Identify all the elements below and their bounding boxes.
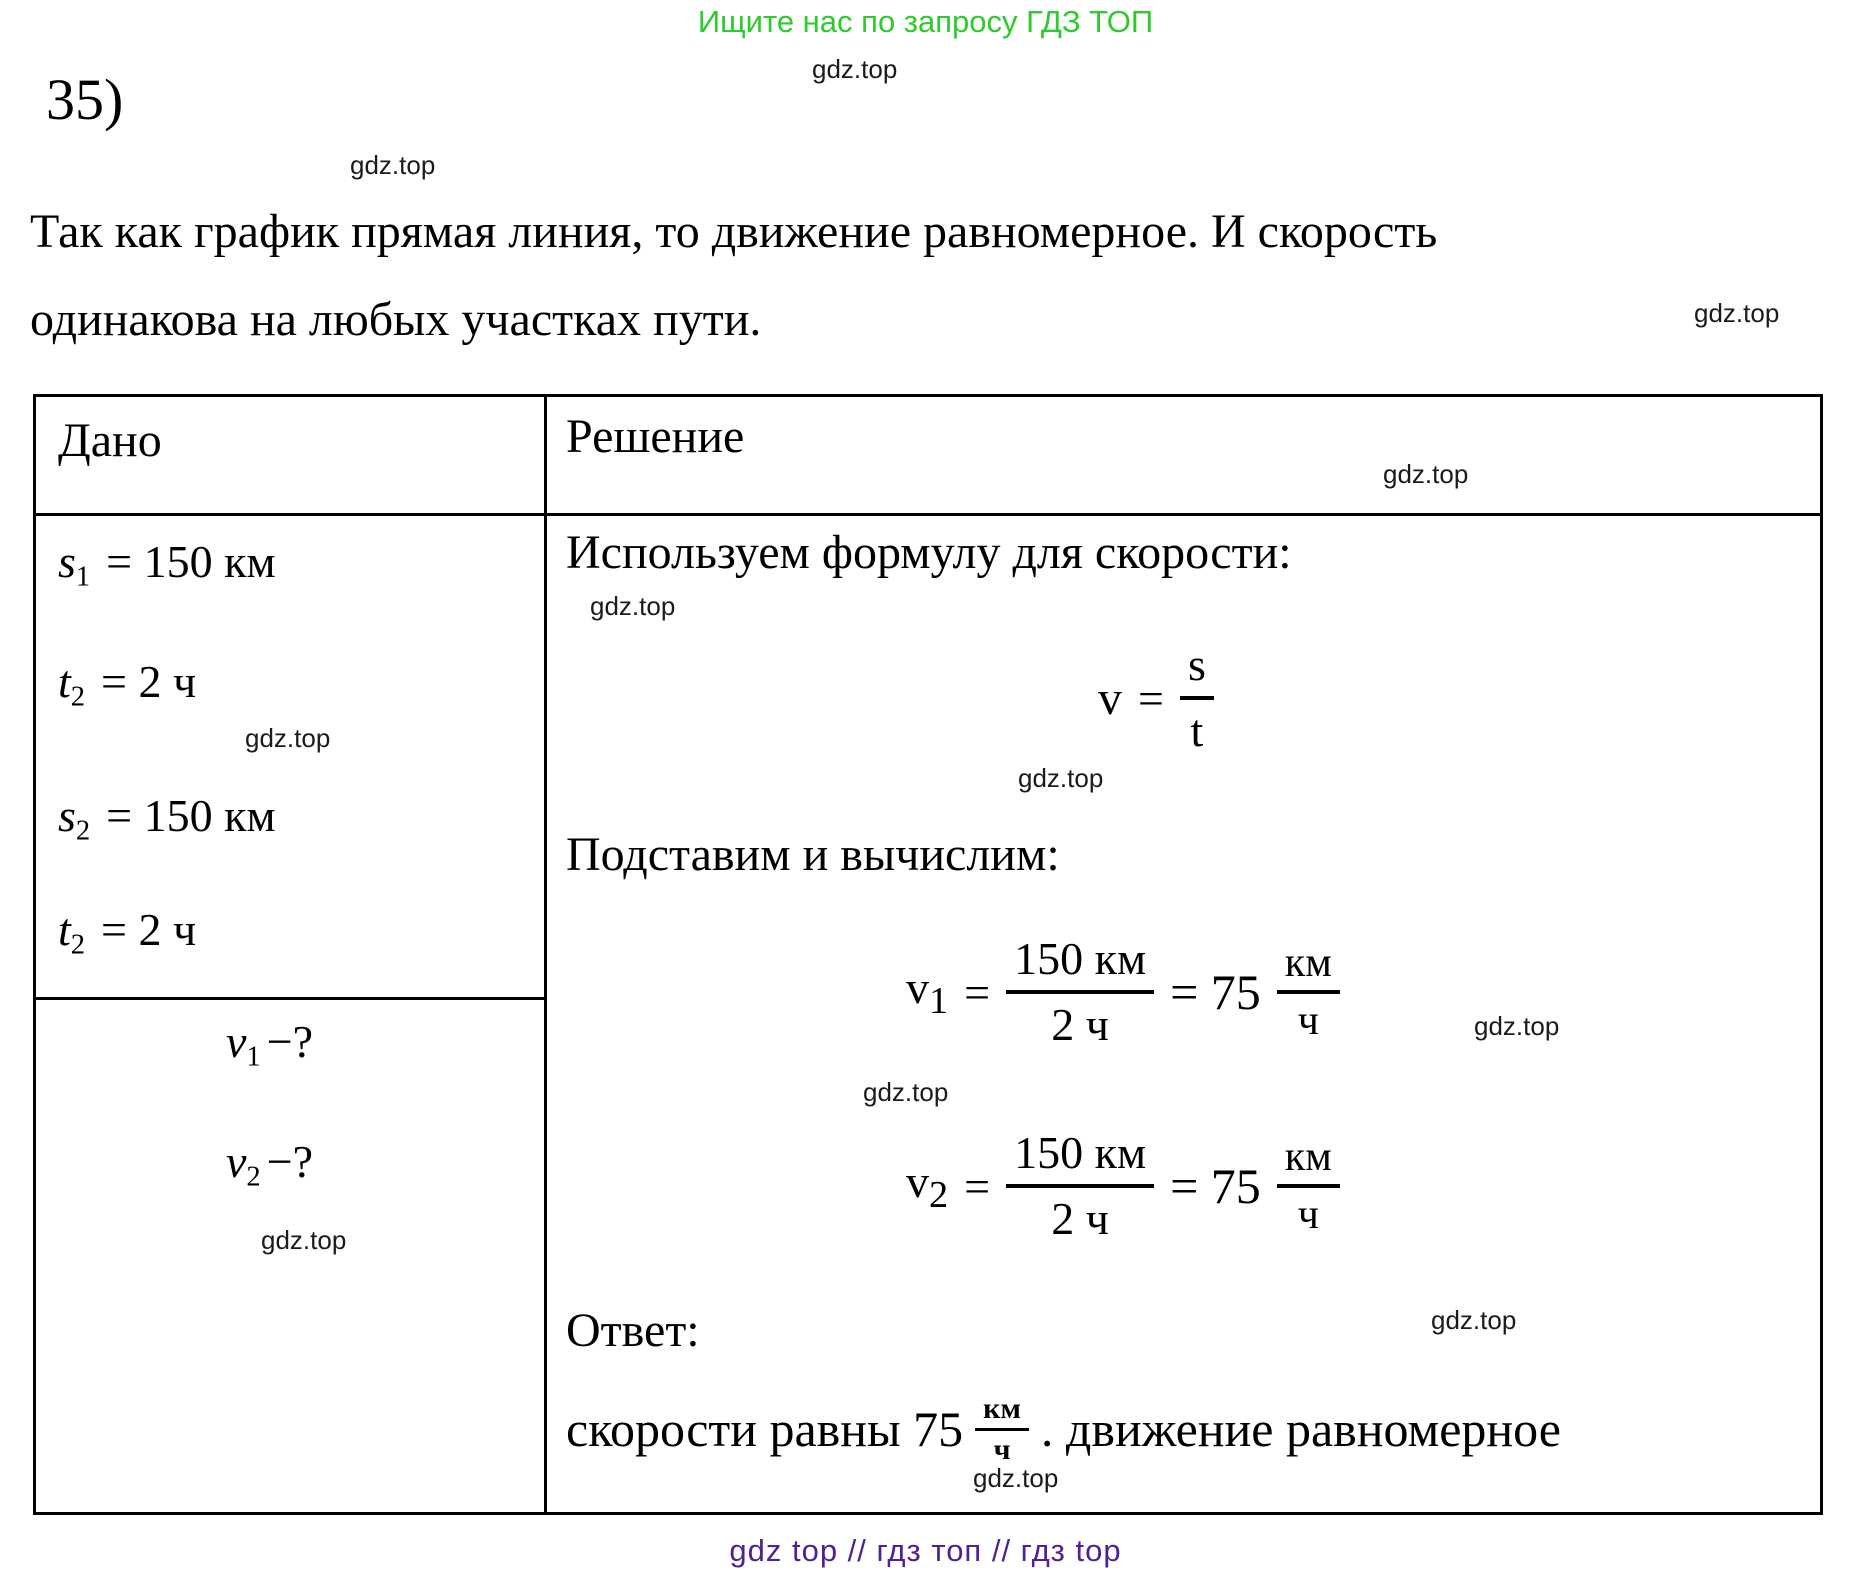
equals-sign: = <box>964 966 991 1018</box>
fraction-bar <box>1276 990 1340 995</box>
fraction-numerator: s <box>1187 639 1206 690</box>
watermark: gdz.top <box>973 1463 1059 1493</box>
unknown-item: v2 −? <box>226 1135 314 1191</box>
solution-header: Решение <box>566 410 745 463</box>
watermark: gdz.top <box>812 54 898 84</box>
unknown-subscript: 1 <box>246 1041 261 1073</box>
intro-line-1: Так как график прямая линия, то движение… <box>30 205 1438 258</box>
watermark: gdz.top <box>863 1077 949 1107</box>
calculation-v1: v1 = 150 км 2 ч = 75 км ч <box>906 933 1340 1051</box>
fraction: 150 км 2 ч <box>1006 1127 1155 1245</box>
calc-variable: v <box>906 962 929 1014</box>
given-value: = 150 км <box>106 790 276 841</box>
unit-numerator: км <box>1284 940 1332 987</box>
given-subscript: 2 <box>70 929 86 961</box>
unit-fraction: км ч <box>1276 1134 1340 1239</box>
watermark: gdz.top <box>1018 763 1104 793</box>
fraction-denominator: t <box>1190 705 1204 757</box>
unit-fraction: км ч <box>1276 940 1340 1045</box>
unit-denominator: ч <box>1297 998 1319 1045</box>
unknown-item: v1 −? <box>226 1015 314 1071</box>
answer-suffix: . движение равномерное <box>1040 1401 1561 1457</box>
solution-step-2: Подставим и вычислим: <box>566 828 1060 881</box>
formula-lhs: v <box>1098 671 1122 725</box>
equals-sign: = <box>1138 672 1164 724</box>
fraction-bar <box>975 1427 1029 1431</box>
unknown-question: −? <box>266 1016 314 1067</box>
answer-label: Ответ: <box>566 1304 700 1357</box>
watermark: gdz.top <box>590 591 676 621</box>
fraction-denominator: 2 ч <box>1051 999 1109 1051</box>
equals-sign: = <box>964 1160 991 1212</box>
promo-banner: Ищите нас по запросу ГДЗ ТОП <box>697 4 1154 39</box>
given-variable: s <box>58 790 76 841</box>
unit-denominator: ч <box>993 1432 1011 1466</box>
unknown-variable: v <box>226 1016 247 1067</box>
unknown-question: −? <box>266 1136 314 1187</box>
fraction-bar <box>1276 1184 1340 1189</box>
calc-variable: v <box>906 1156 929 1208</box>
calc-lhs: v2 <box>906 1155 948 1217</box>
watermark: gdz.top <box>350 150 436 180</box>
watermark: gdz.top <box>261 1225 347 1255</box>
unknown-subscript: 2 <box>246 1161 261 1193</box>
given-variable: t <box>58 904 71 955</box>
watermark: gdz.top <box>1383 459 1469 489</box>
given-variable: s <box>58 536 76 587</box>
unit-numerator: км <box>983 1392 1021 1425</box>
given-value: = 2 ч <box>101 904 197 955</box>
fraction-numerator: 150 км <box>1014 933 1147 984</box>
table-header-divider <box>36 513 1820 516</box>
given-header: Дано <box>58 414 162 467</box>
problem-number: 35) <box>46 67 124 132</box>
answer-prefix: скорости равны 75 <box>566 1401 964 1457</box>
watermark: gdz.top <box>1431 1305 1517 1335</box>
fraction-denominator: 2 ч <box>1051 1193 1109 1245</box>
unit-numerator: км <box>1284 1134 1332 1181</box>
watermark: gdz.top <box>245 723 331 753</box>
fraction-bar <box>1006 1184 1155 1189</box>
given-item: t2 = 2 ч <box>58 655 197 711</box>
given-variable: t <box>58 656 71 707</box>
given-item: s1 = 150 км <box>58 535 276 591</box>
solution-table: Дано Решение gdz.top s1 = 150 км t2 = 2 ч … <box>33 394 1823 1515</box>
table-column-divider <box>544 397 547 1512</box>
fraction-bar <box>1006 990 1155 995</box>
answer-unit-fraction: км ч <box>975 1393 1029 1465</box>
calc-lhs: v1 <box>906 961 948 1023</box>
given-item: s2 = 150 км <box>58 789 276 845</box>
given-subscript: 2 <box>70 681 86 713</box>
unknown-variable: v <box>226 1136 247 1187</box>
unit-denominator: ч <box>1297 1192 1319 1239</box>
calc-result: = 75 <box>1170 1158 1261 1215</box>
fraction: 150 км 2 ч <box>1006 933 1155 1051</box>
watermark: gdz.top <box>1694 298 1780 328</box>
intro-line-2: одинакова на любых участках пути. <box>30 293 762 346</box>
calculation-v2: v2 = 150 км 2 ч = 75 км ч <box>906 1127 1340 1245</box>
given-subscript: 1 <box>75 561 91 593</box>
given-value: = 150 км <box>106 536 276 587</box>
calc-subscript: 1 <box>929 980 949 1023</box>
solution-step-1: Используем формулу для скорости: <box>566 526 1292 579</box>
given-item: t2 = 2 ч <box>58 903 197 959</box>
watermark: gdz.top <box>1474 1011 1560 1041</box>
given-value: = 2 ч <box>101 656 197 707</box>
given-unknowns-divider <box>36 997 547 1000</box>
fraction: s t <box>1179 639 1214 757</box>
answer-line: скорости равны 75 км ч . движение равном… <box>566 1393 1561 1465</box>
footer-links: gdz top // гдз топ // гдз top <box>729 1533 1122 1568</box>
velocity-formula: v = s t <box>1098 639 1214 757</box>
fraction-bar <box>1179 696 1214 701</box>
calc-result: = 75 <box>1170 964 1261 1021</box>
fraction-numerator: 150 км <box>1014 1127 1147 1178</box>
calc-subscript: 2 <box>929 1174 949 1217</box>
given-subscript: 2 <box>75 815 91 847</box>
